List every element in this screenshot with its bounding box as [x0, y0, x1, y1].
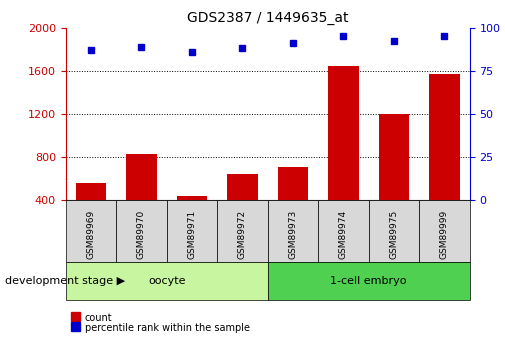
- Text: GSM89970: GSM89970: [137, 209, 146, 259]
- Bar: [268, 262, 470, 300]
- Bar: [167, 200, 217, 262]
- Bar: [116, 200, 167, 262]
- Text: GSM89974: GSM89974: [339, 209, 348, 258]
- Bar: [177, 196, 207, 243]
- Text: GSM89975: GSM89975: [389, 209, 398, 259]
- Text: count: count: [85, 313, 113, 323]
- Text: development stage ▶: development stage ▶: [5, 276, 125, 286]
- Text: oocyte: oocyte: [148, 276, 185, 286]
- Bar: [318, 200, 369, 262]
- Text: GSM89971: GSM89971: [187, 209, 196, 259]
- Text: GSM89973: GSM89973: [288, 209, 297, 259]
- Bar: [126, 154, 157, 243]
- Bar: [268, 200, 318, 262]
- Title: GDS2387 / 1449635_at: GDS2387 / 1449635_at: [187, 11, 348, 25]
- Text: 1-cell embryo: 1-cell embryo: [330, 276, 407, 286]
- Text: percentile rank within the sample: percentile rank within the sample: [85, 324, 250, 333]
- Bar: [369, 200, 419, 262]
- Bar: [66, 200, 116, 262]
- Bar: [419, 200, 470, 262]
- Bar: [227, 174, 258, 243]
- Bar: [76, 183, 106, 243]
- Bar: [66, 262, 268, 300]
- Bar: [429, 74, 460, 243]
- Bar: [217, 200, 268, 262]
- Text: GSM89999: GSM89999: [440, 209, 449, 259]
- Bar: [328, 66, 359, 243]
- Bar: [379, 114, 409, 243]
- Text: GSM89969: GSM89969: [86, 209, 95, 259]
- Text: GSM89972: GSM89972: [238, 209, 247, 258]
- Bar: [278, 167, 308, 243]
